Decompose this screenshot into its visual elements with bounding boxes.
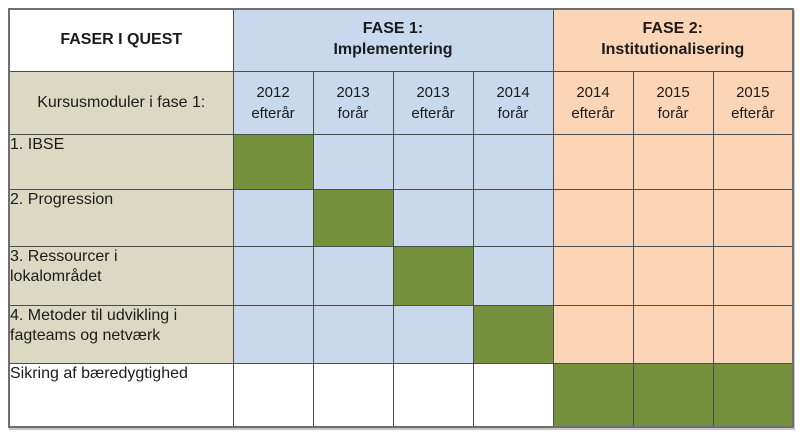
schedule-cell-active: [392, 245, 474, 306]
phase2-name: FASE 2:: [642, 20, 703, 38]
schedule-cell: [232, 304, 314, 364]
column-header-2014-efterår: 2014 efterår: [552, 70, 634, 135]
table-row: 2. Progression: [8, 188, 794, 247]
column-header-2015-forår: 2015 forår: [632, 70, 714, 135]
schedule-cell: [552, 133, 634, 190]
table-row: 1. IBSE: [8, 133, 794, 190]
table-body: 1. IBSE 2. Progression 3. Ressourcer i lok…: [8, 133, 794, 428]
row-label: 4. Metoder til udvikling i fagteams og n…: [8, 304, 234, 364]
table-row: Sikring af bæredygtighed: [8, 362, 794, 428]
schedule-cell: [392, 304, 474, 364]
schedule-cell: [232, 245, 314, 306]
schedule-cell: [232, 188, 314, 247]
schedule-cell: [632, 133, 714, 190]
schedule-cell: [312, 245, 394, 306]
period-header-row: Kursusmoduler i fase 1: 2012 efterår 2013 f…: [8, 70, 794, 135]
schedule-cell-active: [712, 362, 794, 428]
schedule-cell: [392, 362, 474, 428]
schedule-cell: [712, 188, 794, 247]
column-header-2013-forår: 2013 forår: [312, 70, 394, 135]
column-header-2014-forår: 2014 forår: [472, 70, 554, 135]
column-header-2012-efterår: 2012 efterår: [232, 70, 314, 135]
schedule-cell-active: [552, 362, 634, 428]
phase2-subtitle: Institutionalisering: [601, 41, 745, 59]
schedule-cell: [632, 304, 714, 364]
schedule-cell: [472, 362, 554, 428]
schedule-cell: [232, 362, 314, 428]
schedule-cell: [712, 245, 794, 306]
schedule-cell: [312, 362, 394, 428]
schedule-cell: [392, 133, 474, 190]
schedule-cell-active: [312, 188, 394, 247]
schedule-cell: [472, 188, 554, 247]
schedule-cell: [632, 245, 714, 306]
quest-phase-table: FASER I QUEST FASE 1: Implementering FAS…: [8, 8, 795, 428]
schedule-cell: [632, 188, 714, 247]
schedule-cell: [712, 133, 794, 190]
phase1-name: FASE 1:: [362, 20, 424, 38]
phase1-subtitle: Implementering: [333, 41, 453, 59]
schedule-cell: [552, 188, 634, 247]
schedule-cell: [552, 304, 634, 364]
table-title: FASER I QUEST: [8, 8, 234, 72]
schedule-cell: [312, 133, 394, 190]
row-header-cell: Kursusmoduler i fase 1:: [8, 70, 234, 135]
row-label: 2. Progression: [8, 188, 234, 247]
table-row: 3. Ressourcer i lokalområdet: [8, 245, 794, 306]
phase1-header: FASE 1: Implementering: [232, 8, 554, 72]
schedule-cell: [712, 304, 794, 364]
schedule-cell: [472, 245, 554, 306]
schedule-cell-active: [632, 362, 714, 428]
schedule-cell: [312, 304, 394, 364]
phase2-header: FASE 2: Institutionalisering: [552, 8, 794, 72]
row-label: 1. IBSE: [8, 133, 234, 190]
phase-header-row: FASER I QUEST FASE 1: Implementering FAS…: [8, 8, 794, 72]
row-label: Sikring af bæredygtighed: [8, 362, 234, 428]
schedule-cell-active: [472, 304, 554, 364]
table-row: 4. Metoder til udvikling i fagteams og n…: [8, 304, 794, 364]
schedule-cell: [552, 245, 634, 306]
schedule-cell: [472, 133, 554, 190]
row-label: 3. Ressourcer i lokalområdet: [8, 245, 234, 306]
schedule-cell-active: [232, 133, 314, 190]
table-header: FASER I QUEST FASE 1: Implementering FAS…: [8, 8, 794, 135]
column-header-2015-efterår: 2015 efterår: [712, 70, 794, 135]
column-header-2013-efterår: 2013 efterår: [392, 70, 474, 135]
schedule-cell: [392, 188, 474, 247]
